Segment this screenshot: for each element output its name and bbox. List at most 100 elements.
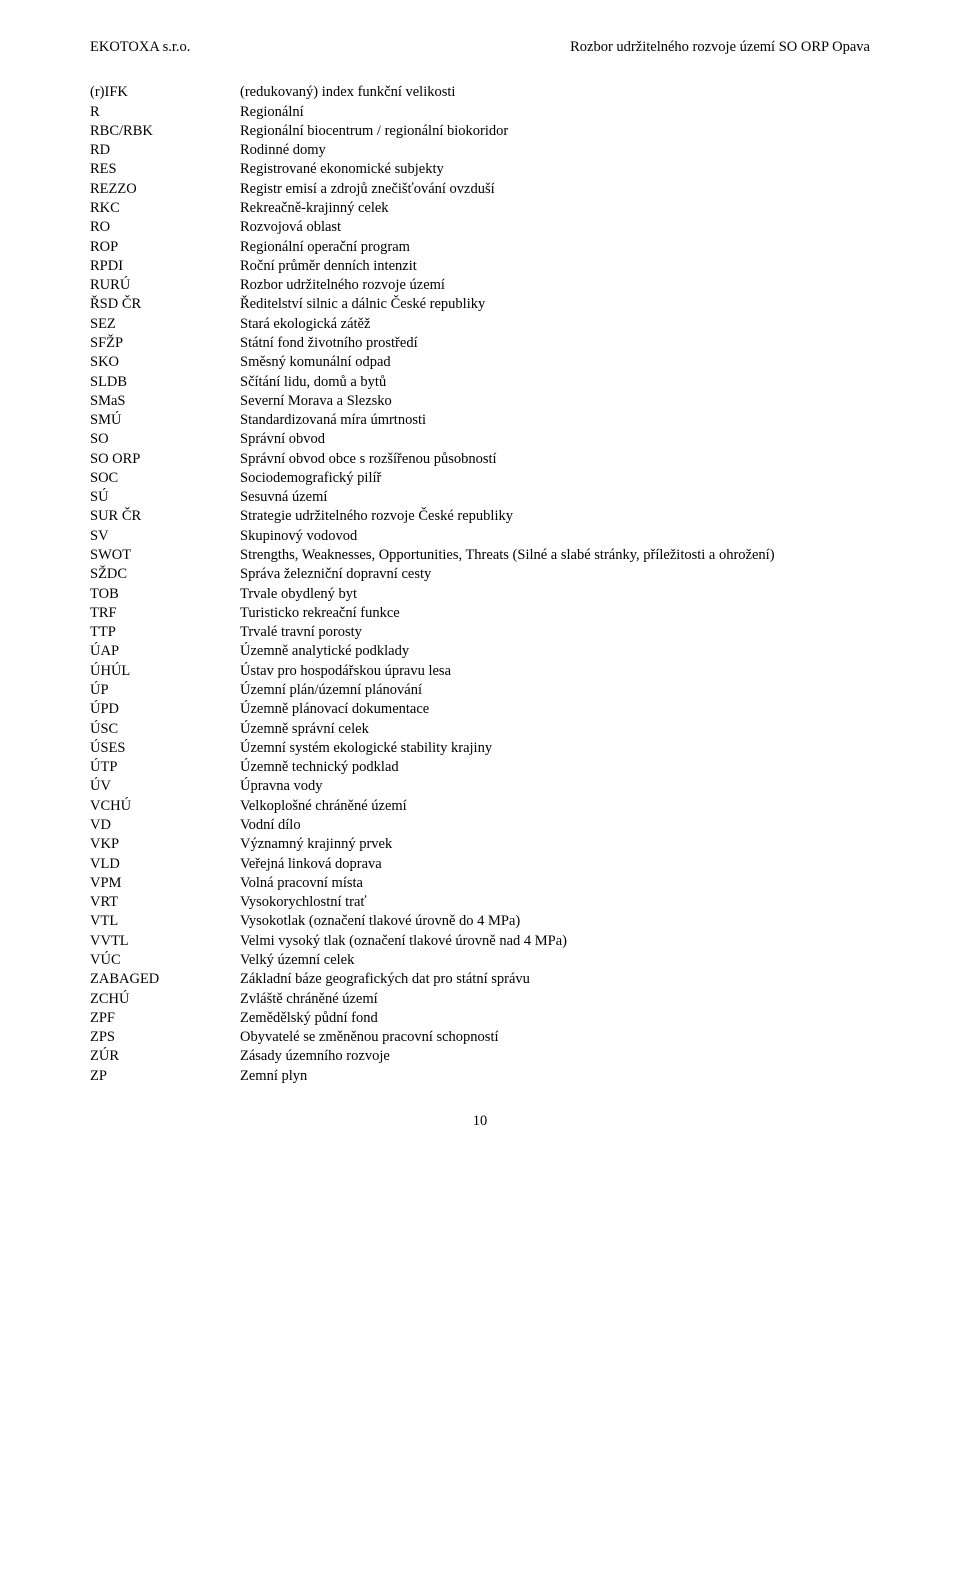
abbr-definition: Stará ekologická zátěž	[240, 315, 870, 334]
abbr-term: SEZ	[90, 315, 240, 334]
list-item: SUR ČRStrategie udržitelného rozvoje Čes…	[90, 507, 870, 526]
abbr-definition: Trvale obydlený byt	[240, 585, 870, 604]
list-item: ÚTPÚzemně technický podklad	[90, 758, 870, 777]
abbr-term: SV	[90, 527, 240, 546]
abbr-term: ÚTP	[90, 758, 240, 777]
abbr-definition: Velkoplošné chráněné území	[240, 797, 870, 816]
abbr-term: ZP	[90, 1067, 240, 1086]
abbr-definition: Zásady územního rozvoje	[240, 1047, 870, 1066]
abbr-definition: Vysokotlak (označení tlakové úrovně do 4…	[240, 912, 870, 931]
list-item: SÚSesuvná území	[90, 488, 870, 507]
list-item: ZPFZemědělský půdní fond	[90, 1009, 870, 1028]
list-item: SMaSSeverní Morava a Slezsko	[90, 392, 870, 411]
abbr-definition: Rozbor udržitelného rozvoje území	[240, 276, 870, 295]
abbr-definition: Územní plán/územní plánování	[240, 681, 870, 700]
abbr-definition: Sčítání lidu, domů a bytů	[240, 373, 870, 392]
abbr-term: ÚV	[90, 777, 240, 796]
abbr-term: SFŽP	[90, 334, 240, 353]
list-item: RURÚRozbor udržitelného rozvoje území	[90, 276, 870, 295]
abbr-definition: Turisticko rekreační funkce	[240, 604, 870, 623]
abbr-term: ÚSES	[90, 739, 240, 758]
list-item: SLDBSčítání lidu, domů a bytů	[90, 373, 870, 392]
abbr-term: RBC/RBK	[90, 122, 240, 141]
abbr-definition: Volná pracovní místa	[240, 874, 870, 893]
list-item: SWOTStrengths, Weaknesses, Opportunities…	[90, 546, 870, 565]
list-item: VKPVýznamný krajinný prvek	[90, 835, 870, 854]
list-item: RESRegistrované ekonomické subjekty	[90, 160, 870, 179]
abbr-term: ÚPD	[90, 700, 240, 719]
list-item: ZPSObyvatelé se změněnou pracovní schopn…	[90, 1028, 870, 1047]
list-item: VLDVeřejná linková doprava	[90, 855, 870, 874]
abbr-term: RKC	[90, 199, 240, 218]
abbr-term: RD	[90, 141, 240, 160]
abbr-term: SO	[90, 430, 240, 449]
abbr-definition: Ústav pro hospodářskou úpravu lesa	[240, 662, 870, 681]
abbr-definition: Regionální biocentrum / regionální bioko…	[240, 122, 870, 141]
list-item: SFŽPStátní fond životního prostředí	[90, 334, 870, 353]
abbr-definition: Správní obvod obce s rozšířenou působnos…	[240, 450, 870, 469]
abbr-term: ZABAGED	[90, 970, 240, 989]
abbr-definition: Zemědělský půdní fond	[240, 1009, 870, 1028]
list-item: ZCHÚZvláště chráněné území	[90, 990, 870, 1009]
list-item: RPDIRoční průměr denních intenzit	[90, 257, 870, 276]
abbr-definition: Regionální	[240, 103, 870, 122]
abbr-definition: Strengths, Weaknesses, Opportunities, Th…	[240, 546, 870, 565]
abbr-definition: Základní báze geografických dat pro stát…	[240, 970, 870, 989]
abbr-term: VKP	[90, 835, 240, 854]
abbr-definition: Roční průměr denních intenzit	[240, 257, 870, 276]
abbr-definition: Sociodemografický pilíř	[240, 469, 870, 488]
abbr-definition: Standardizovaná míra úmrtnosti	[240, 411, 870, 430]
list-item: VDVodní dílo	[90, 816, 870, 835]
abbr-term: (r)IFK	[90, 83, 240, 102]
abbr-definition: Ředitelství silnic a dálnic České republ…	[240, 295, 870, 314]
list-item: SEZStará ekologická zátěž	[90, 315, 870, 334]
abbr-definition: Vodní dílo	[240, 816, 870, 835]
abbr-term: VRT	[90, 893, 240, 912]
list-item: SO ORPSprávní obvod obce s rozšířenou pů…	[90, 450, 870, 469]
abbr-definition: Zemní plyn	[240, 1067, 870, 1086]
abbr-term: SMÚ	[90, 411, 240, 430]
list-item: ÚSESÚzemní systém ekologické stability k…	[90, 739, 870, 758]
abbr-term: ZCHÚ	[90, 990, 240, 1009]
abbr-term: SMaS	[90, 392, 240, 411]
list-item: RDRodinné domy	[90, 141, 870, 160]
abbr-term: SLDB	[90, 373, 240, 392]
list-item: ÚVÚpravna vody	[90, 777, 870, 796]
abbr-definition: Registr emisí a zdrojů znečišťování ovzd…	[240, 180, 870, 199]
list-item: ŘSD ČRŘeditelství silnic a dálnic České …	[90, 295, 870, 314]
list-item: VPMVolná pracovní místa	[90, 874, 870, 893]
list-item: ZÚRZásady územního rozvoje	[90, 1047, 870, 1066]
abbr-definition: Registrované ekonomické subjekty	[240, 160, 870, 179]
abbr-definition: Směsný komunální odpad	[240, 353, 870, 372]
list-item: ROPRegionální operační program	[90, 238, 870, 257]
abbr-term: RES	[90, 160, 240, 179]
abbr-definition: Rekreačně-krajinný celek	[240, 199, 870, 218]
abbr-term: RPDI	[90, 257, 240, 276]
abbr-definition: Skupinový vodovod	[240, 527, 870, 546]
abbr-term: ÚHÚL	[90, 662, 240, 681]
abbr-definition: Úpravna vody	[240, 777, 870, 796]
list-item: SOCSociodemografický pilíř	[90, 469, 870, 488]
list-item: RRegionální	[90, 103, 870, 122]
abbr-definition: Zvláště chráněné území	[240, 990, 870, 1009]
list-item: TOBTrvale obydlený byt	[90, 585, 870, 604]
abbr-term: RURÚ	[90, 276, 240, 295]
list-item: ÚPDÚzemně plánovací dokumentace	[90, 700, 870, 719]
abbr-term: ÚAP	[90, 642, 240, 661]
list-item: SOSprávní obvod	[90, 430, 870, 449]
abbr-definition: Obyvatelé se změněnou pracovní schopnost…	[240, 1028, 870, 1047]
abbr-definition: Veřejná linková doprava	[240, 855, 870, 874]
abbr-definition: Regionální operační program	[240, 238, 870, 257]
abbr-definition: Správa železniční dopravní cesty	[240, 565, 870, 584]
abbr-definition: Správní obvod	[240, 430, 870, 449]
abbr-definition: Velmi vysoký tlak (označení tlakové úrov…	[240, 932, 870, 951]
list-item: ÚSCÚzemně správní celek	[90, 720, 870, 739]
abbr-term: SKO	[90, 353, 240, 372]
abbreviation-list: (r)IFK(redukovaný) index funkční velikos…	[90, 83, 870, 1086]
abbr-definition: Státní fond životního prostředí	[240, 334, 870, 353]
abbr-term: R	[90, 103, 240, 122]
list-item: SŽDCSpráva železniční dopravní cesty	[90, 565, 870, 584]
abbr-definition: Severní Morava a Slezsko	[240, 392, 870, 411]
abbr-term: REZZO	[90, 180, 240, 199]
abbr-term: SO ORP	[90, 450, 240, 469]
